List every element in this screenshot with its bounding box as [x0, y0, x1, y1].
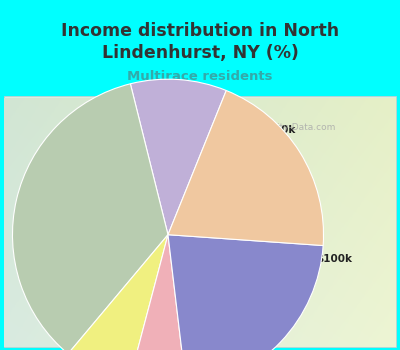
Text: City-Data.com: City-Data.com	[265, 123, 335, 132]
Text: Income distribution in North
Lindenhurst, NY (%): Income distribution in North Lindenhurst…	[61, 22, 339, 62]
Text: $10k: $10k	[50, 221, 214, 271]
FancyBboxPatch shape	[4, 96, 396, 348]
Wedge shape	[168, 91, 324, 246]
Wedge shape	[68, 235, 168, 350]
Wedge shape	[12, 84, 168, 350]
Text: $150k: $150k	[89, 292, 173, 329]
Wedge shape	[130, 79, 226, 235]
Circle shape	[251, 122, 260, 131]
Text: $200k: $200k	[71, 133, 221, 198]
Wedge shape	[168, 235, 323, 350]
Text: $125k: $125k	[156, 286, 197, 345]
Text: Multirace residents: Multirace residents	[127, 70, 273, 83]
Text: $100k: $100k	[131, 218, 352, 264]
Wedge shape	[128, 235, 186, 350]
Text: > $200k: > $200k	[186, 125, 295, 170]
